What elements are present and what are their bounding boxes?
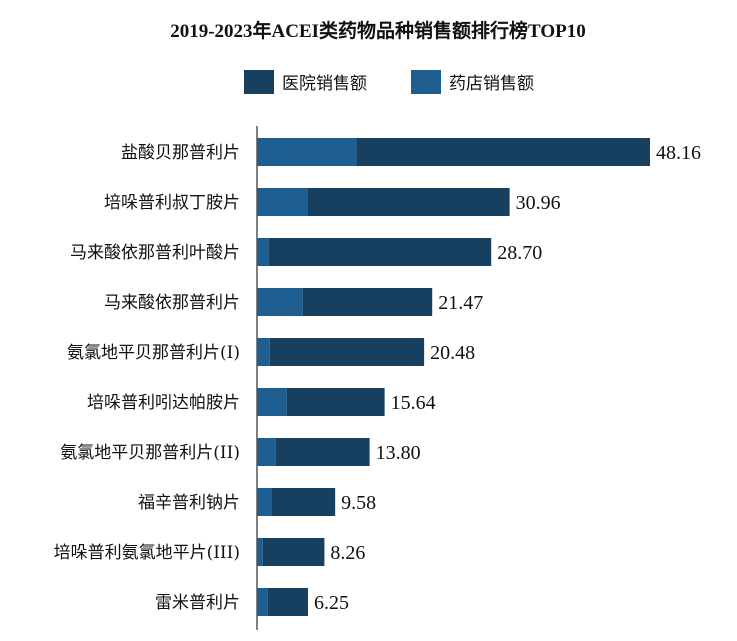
bar-pharmacy [257, 288, 303, 316]
value-label: 6.25 [314, 592, 349, 614]
value-label: 8.26 [330, 542, 365, 564]
category-label: 培哚普利氨氯地平片(III) [54, 543, 240, 563]
legend-swatch-hospital [244, 70, 274, 94]
legend-label-hospital: 医院销售额 [282, 74, 367, 94]
chart-title: 2019-2023年ACEI类药物品种销售额排行榜TOP10 [170, 19, 586, 42]
value-label: 20.48 [430, 342, 475, 364]
bar-hospital [286, 388, 385, 416]
value-label: 9.58 [341, 492, 376, 514]
bar-pharmacy [257, 238, 269, 266]
bar-pharmacy [257, 588, 268, 616]
bar-hospital [302, 288, 433, 316]
category-label: 雷米普利片 [155, 593, 240, 613]
value-label: 30.96 [516, 192, 561, 214]
category-label: 福辛普利钠片 [138, 493, 240, 513]
bar-pharmacy [257, 438, 276, 466]
value-label: 15.64 [391, 392, 436, 414]
value-label: 28.70 [497, 242, 542, 264]
value-label: 13.80 [376, 442, 421, 464]
category-label: 盐酸贝那普利片 [121, 143, 240, 163]
category-label: 氨氯地平贝那普利片(II) [60, 443, 240, 463]
bar-hospital [267, 588, 308, 616]
category-label: 培哚普利吲达帕胺片 [87, 393, 240, 413]
bar-pharmacy [257, 388, 287, 416]
bar-hospital [308, 188, 510, 216]
legend-label-pharmacy: 药店销售额 [449, 74, 534, 94]
bar-pharmacy [257, 138, 357, 166]
bar-pharmacy [257, 538, 263, 566]
category-label: 马来酸依那普利片 [104, 293, 240, 313]
bar-hospital [275, 438, 370, 466]
bar-hospital [268, 238, 492, 266]
bar-pharmacy [257, 188, 308, 216]
category-label: 氨氯地平贝那普利片(I) [67, 343, 240, 363]
value-label: 48.16 [656, 142, 701, 164]
bar-pharmacy [257, 488, 272, 516]
bar-hospital [262, 538, 325, 566]
category-label: 马来酸依那普利叶酸片 [70, 243, 240, 263]
bar-hospital [271, 488, 336, 516]
category-label: 培哚普利叔丁胺片 [104, 193, 240, 213]
legend: 医院销售额 药店销售额 [244, 70, 534, 94]
legend-swatch-pharmacy [411, 70, 441, 94]
value-label: 21.47 [438, 292, 483, 314]
bar-pharmacy [257, 338, 270, 366]
bar-hospital [269, 338, 425, 366]
bar-hospital [356, 138, 650, 166]
